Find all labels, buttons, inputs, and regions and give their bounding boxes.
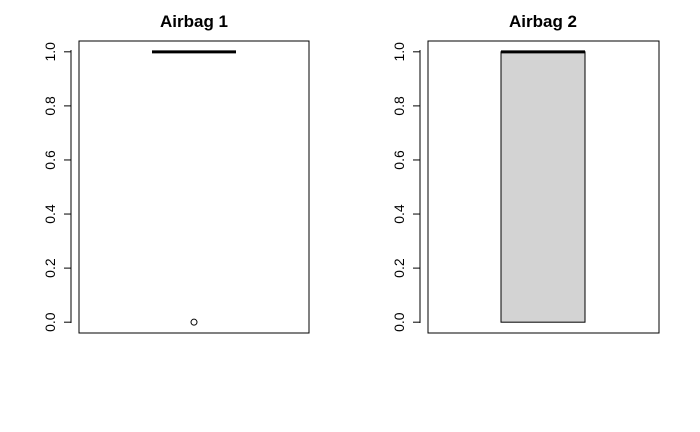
y-tick-label: 0.6 [42, 150, 58, 170]
y-tick-label: 0.0 [391, 312, 407, 332]
panel-airbag-2: Airbag 2 0.0 0.2 0.4 0.6 0.8 1.0 [391, 12, 660, 334]
y-axis: 0.0 0.2 0.4 0.6 0.8 1.0 [391, 42, 421, 332]
plot-frame [78, 40, 310, 334]
box-iqr [500, 51, 586, 323]
y-tick-label: 0.4 [391, 204, 407, 224]
y-tick-label: 0.6 [391, 150, 407, 170]
outlier-point [190, 318, 198, 326]
y-tick-label: 1.0 [42, 42, 58, 62]
panel-airbag-1: Airbag 1 0.0 0.2 0.4 0.6 0.8 1.0 [42, 12, 310, 334]
panel-title: Airbag 1 [160, 12, 228, 31]
box-marks [500, 50, 586, 323]
y-ticks: 0.0 0.2 0.4 0.6 0.8 1.0 [391, 42, 420, 332]
y-tick-label: 0.2 [42, 258, 58, 278]
y-tick-label: 0.0 [42, 312, 58, 332]
plot-frame [427, 40, 660, 334]
y-tick-label: 0.8 [391, 96, 407, 116]
y-tick-label: 0.4 [42, 204, 58, 224]
y-tick-label: 0.8 [42, 96, 58, 116]
y-tick-label: 0.2 [391, 258, 407, 278]
box-marks [152, 50, 236, 326]
y-axis: 0.0 0.2 0.4 0.6 0.8 1.0 [42, 42, 72, 332]
y-ticks: 0.0 0.2 0.4 0.6 0.8 1.0 [42, 42, 71, 332]
y-tick-label: 1.0 [391, 42, 407, 62]
panel-title: Airbag 2 [509, 12, 577, 31]
